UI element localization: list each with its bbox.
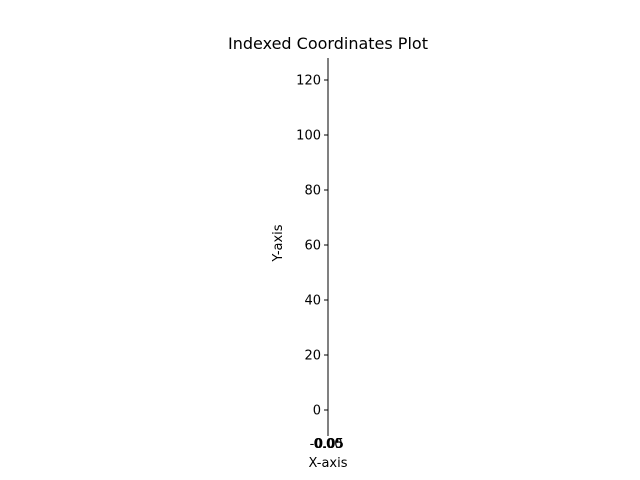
x-axis-label: X-axis <box>309 456 348 471</box>
x-tick-label: 0.05 <box>315 437 344 452</box>
x-tick-label: 0.00 <box>314 437 343 452</box>
y-tick-label: 40 <box>304 294 321 309</box>
y-axis-ticks: 0 20 40 60 80 100 120 <box>296 74 328 419</box>
y-tick-label: 20 <box>304 349 321 364</box>
x-axis-ticks: -0.050.000.05 <box>310 432 344 452</box>
y-tick-label: 0 <box>313 404 321 419</box>
y-tick-label: 80 <box>304 184 321 199</box>
y-tick-label: 120 <box>296 74 321 89</box>
y-tick-label: 60 <box>304 239 321 254</box>
chart-title: Indexed Coordinates Plot <box>228 34 428 53</box>
y-axis-label: Y-axis <box>271 224 286 262</box>
x-tick-label: -0.05 <box>310 437 344 452</box>
y-tick-label: 100 <box>296 129 321 144</box>
